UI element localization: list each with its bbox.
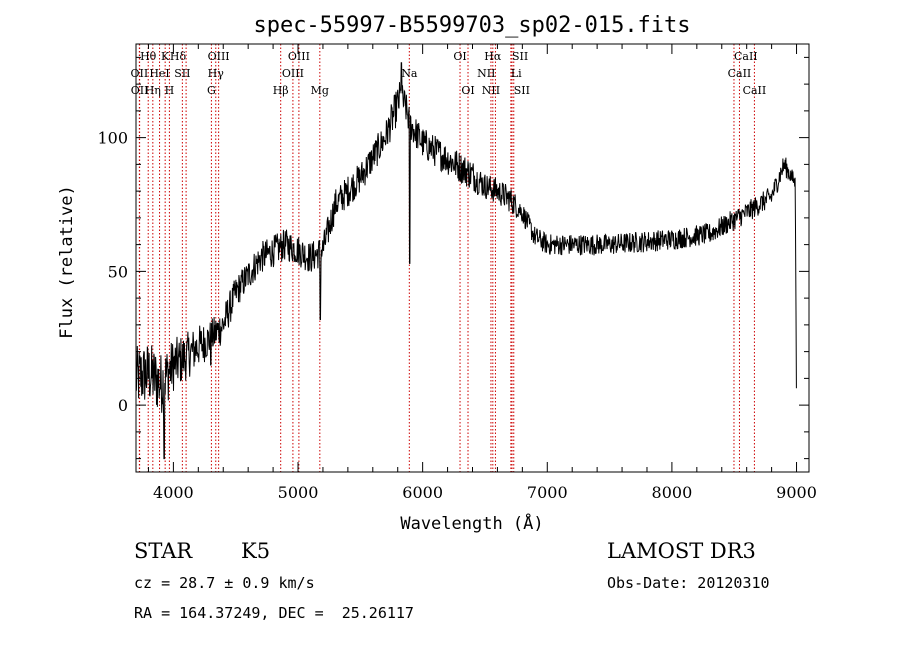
x-axis-ticks: 4000 5000 6000 7000 8000 9000 [147,44,817,502]
y-tick-label: 50 [108,262,128,281]
obs-date: Obs-Date: 20120310 [607,574,770,592]
spectral-line-label: OIII [282,67,304,80]
coordinates: RA = 164.37249, DEC = 25.26117 [134,604,414,622]
object-class: STAR [134,539,193,563]
x-axis-label: Wavelength (Å) [400,512,543,534]
x-tick-label: 4000 [153,483,194,502]
spectral-line-labels: HδK Hθ OIII OIII OI Hα SII CaII OII HeI SII Hγ OIII N… [131,50,767,97]
x-tick-label: 8000 [652,483,693,502]
x-tick-label: 5000 [278,483,319,502]
y-axis-ticks: 0 50 100 [97,56,809,460]
spectral-line-label: CaII [743,84,767,97]
y-tick-label: 100 [97,129,128,148]
spectral-line-label: OI [461,84,474,97]
spectral-line-label: Hβ [273,84,289,97]
spectral-line-label: NII [477,67,495,80]
spectral-line-label: Hγ [208,67,225,80]
plot-frame [135,43,810,473]
spectral-line-label: HeI [149,67,169,80]
object-subclass: K5 [241,539,271,563]
spectral-line-label: OIII [208,50,230,63]
spectral-line-label: NII [482,84,500,97]
spectral-line-label: OII [131,67,149,80]
spectral-line-label: H [165,84,175,97]
spectral-line-markers [138,44,755,472]
redshift-velocity: cz = 28.7 ± 0.9 km/s [134,574,315,592]
spectrum-line [135,62,797,460]
chart-title: spec-55997-B5599703_sp02-015.fits [253,13,690,38]
spectral-line-label: Li [511,67,522,80]
spectral-line-label: OIII [288,50,310,63]
spectral-line-label: Hθ [140,50,157,63]
x-tick-label: 9000 [776,483,817,502]
spectral-line-label: Na [401,67,418,80]
spectral-line-label: K [161,50,170,63]
spectral-line-label: OI [453,50,466,63]
spectral-line-label: Hα [484,50,502,63]
x-tick-label: 6000 [402,483,443,502]
spectral-line-label: SII [174,67,190,80]
spectral-line-label: G [207,84,216,97]
spectral-line-label: OII [131,84,149,97]
x-tick-label: 7000 [527,483,568,502]
spectral-line-label: Hη [145,84,161,97]
spectral-line-label: Hδ [170,50,187,63]
survey-label: LAMOST DR3 [607,539,756,563]
spectral-line-label: SII [512,50,528,63]
y-tick-label: 0 [118,396,128,415]
spectral-line-label: CaII [734,50,758,63]
spectrum-chart: spec-55997-B5599703_sp02-015.fits HδK Hθ O… [57,13,817,534]
y-axis-label: Flux (relative) [57,185,77,339]
spectral-line-label: CaII [728,67,752,80]
spectral-line-label: Mg [311,84,329,97]
spectral-line-label: SII [514,84,530,97]
